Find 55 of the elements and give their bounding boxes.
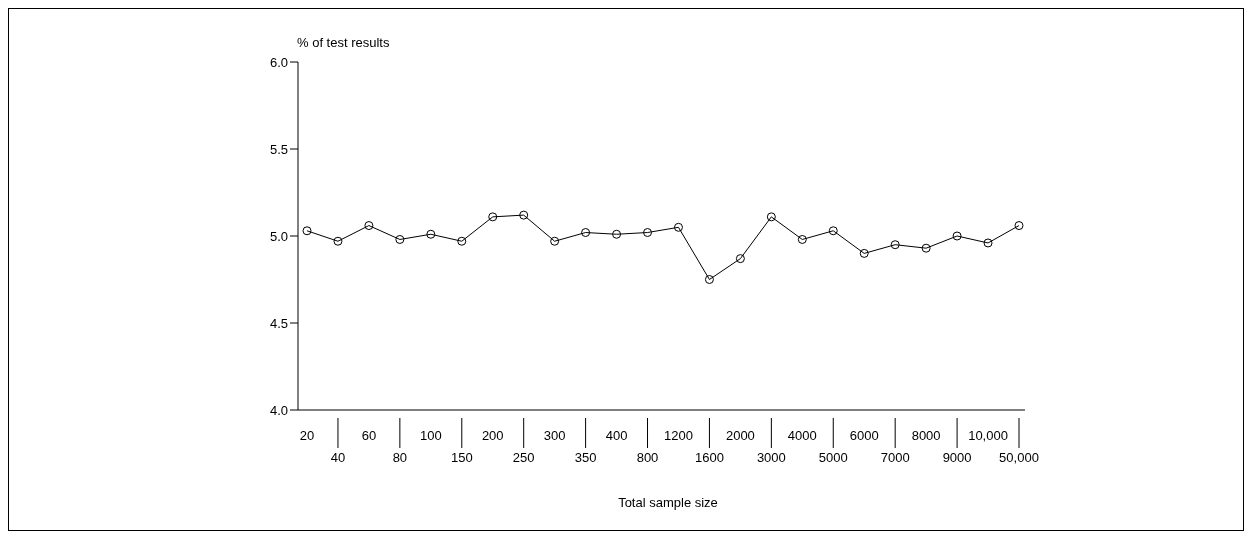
x-tick-label: 1600 — [694, 450, 724, 465]
x-axis-title: Total sample size — [618, 495, 718, 510]
point — [581, 228, 591, 238]
x-tick-label: 800 — [636, 450, 659, 465]
point — [364, 221, 374, 231]
x-tick-label: 100 — [419, 428, 442, 443]
x-tick-label: 2000 — [725, 428, 755, 443]
point — [643, 228, 653, 238]
x-tick-label: 7000 — [880, 450, 910, 465]
point — [921, 243, 931, 253]
point — [488, 212, 498, 222]
y-tick-label: 4.5 — [269, 315, 288, 331]
x-tick-label: 3000 — [756, 450, 786, 465]
x-tick-label: 8000 — [911, 428, 941, 443]
y-tick-label: 6.0 — [269, 54, 288, 70]
x-tick-label: 400 — [605, 428, 628, 443]
x-tick-label: 60 — [361, 428, 377, 443]
x-tick-label: 200 — [481, 428, 504, 443]
x-tick-label: 50,000 — [999, 450, 1039, 465]
point — [550, 236, 560, 246]
point — [457, 236, 467, 246]
x-tick-label: 350 — [574, 450, 597, 465]
point — [704, 275, 714, 284]
x-tick-label: 4000 — [787, 428, 817, 443]
x-tick-label: 80 — [392, 450, 408, 465]
point — [1014, 221, 1024, 231]
x-tick-label: 40 — [330, 450, 346, 465]
point — [673, 222, 683, 232]
point — [735, 254, 745, 264]
point — [797, 234, 807, 244]
x-tick-label: 5000 — [818, 450, 848, 465]
point — [766, 212, 776, 222]
point — [828, 226, 838, 236]
x-tick-label: 150 — [450, 450, 473, 465]
x-tick-label: 250 — [512, 450, 535, 465]
y-tick-label: 5.0 — [269, 228, 288, 244]
x-tick-label: 300 — [543, 428, 566, 443]
point — [302, 226, 312, 236]
point — [890, 240, 900, 250]
point — [333, 236, 343, 246]
x-tick-label: 6000 — [849, 428, 879, 443]
point — [426, 229, 436, 239]
x-tick-label: 20 — [299, 428, 315, 443]
y-tick-label: 5.5 — [269, 141, 288, 157]
y-axis-title: % of test results — [297, 35, 390, 50]
point — [983, 238, 993, 248]
point — [519, 210, 529, 220]
point — [952, 231, 962, 241]
point — [859, 248, 869, 258]
y-tick-label: 4.0 — [269, 402, 288, 418]
point — [395, 234, 405, 244]
x-tick-label: 10,000 — [968, 428, 1008, 443]
x-tick-label: 9000 — [942, 450, 972, 465]
point — [612, 229, 622, 239]
x-tick-label: 1200 — [664, 428, 693, 443]
